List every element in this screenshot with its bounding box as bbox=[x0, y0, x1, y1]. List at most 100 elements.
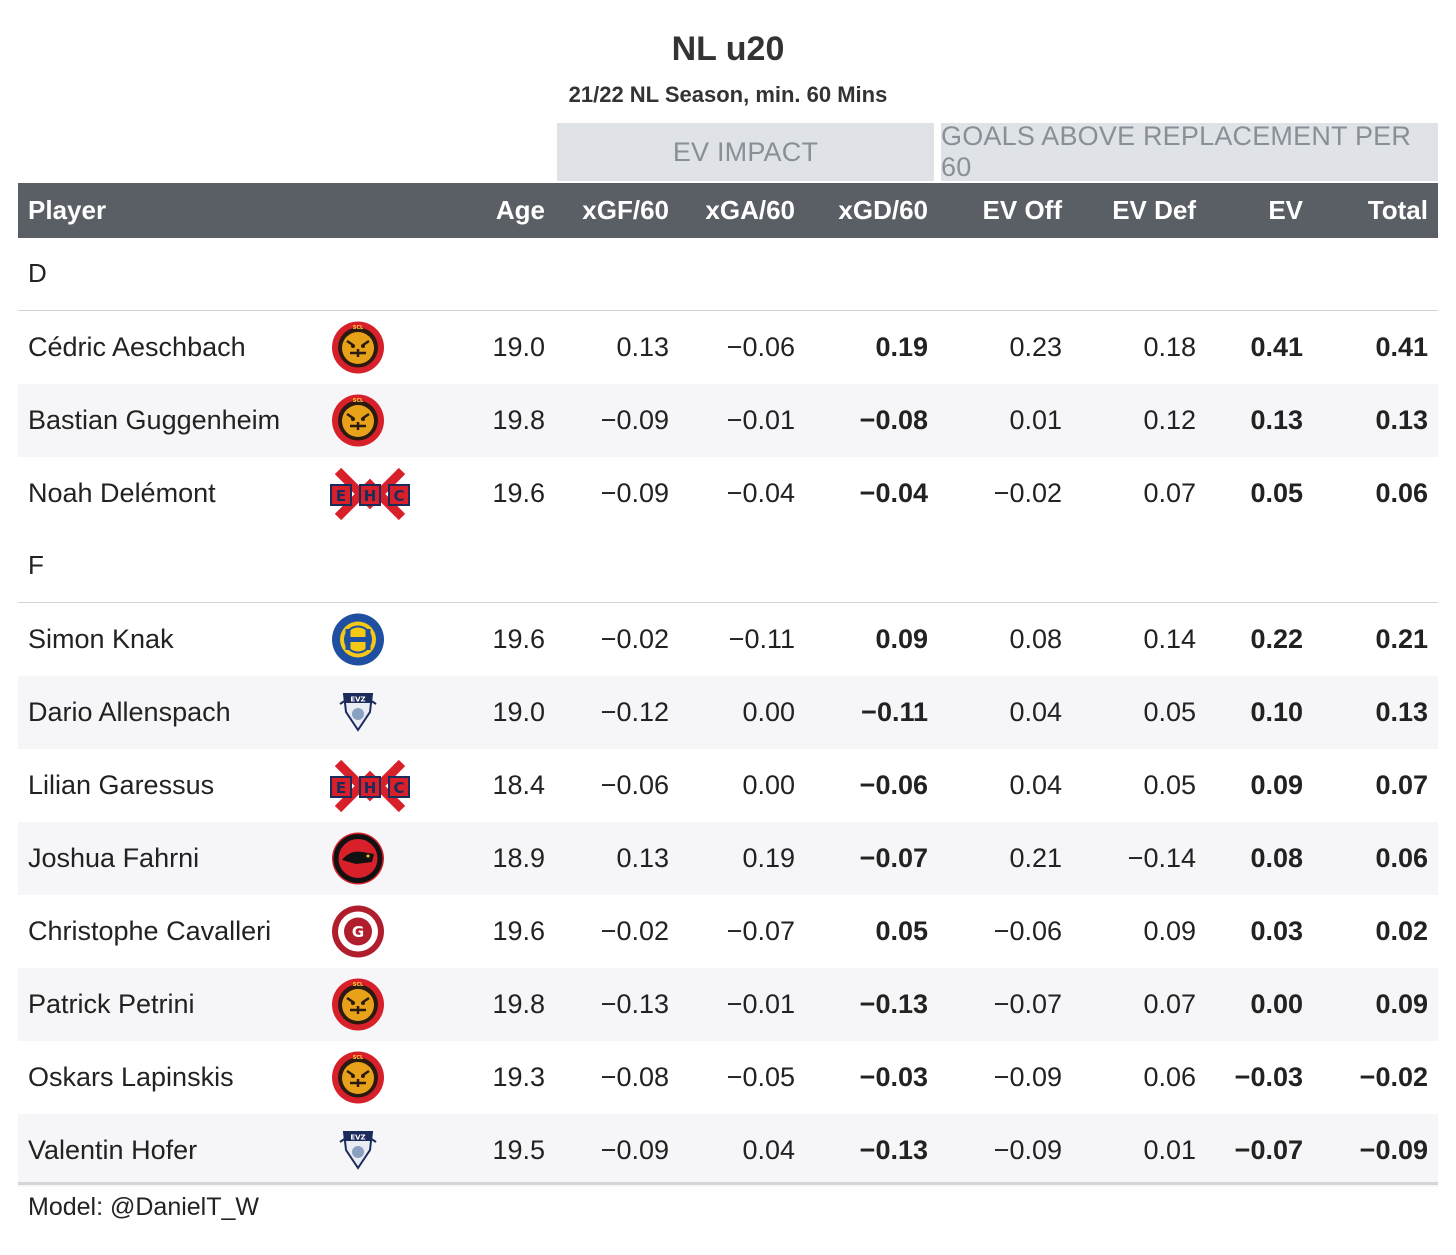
xgf-cell: −0.09 bbox=[600, 1135, 669, 1165]
ev-cell: 0.13 bbox=[1250, 405, 1303, 435]
svg-text:G: G bbox=[352, 923, 364, 941]
ev-off-cell: 0.01 bbox=[1009, 405, 1062, 435]
xgd-cell: −0.11 bbox=[861, 697, 928, 727]
xga-cell: −0.01 bbox=[726, 405, 795, 435]
total-cell: 0.13 bbox=[1375, 405, 1428, 435]
xgd-cell: −0.03 bbox=[859, 1062, 928, 1092]
ev-cell: 0.41 bbox=[1250, 332, 1303, 362]
table-row: Lilian Garessus E H C 18.4 −0.06 0.00 −0.06 0.04… bbox=[18, 749, 1438, 822]
age-cell: 19.6 bbox=[492, 916, 545, 946]
svg-text:EVZ: EVZ bbox=[350, 696, 365, 704]
xgd-cell: −0.13 bbox=[859, 1135, 928, 1165]
xga-cell: −0.01 bbox=[726, 989, 795, 1019]
xgf-cell: −0.06 bbox=[600, 770, 669, 800]
svg-text:H: H bbox=[364, 779, 377, 797]
player-name-cell: Dario Allenspach bbox=[28, 697, 231, 727]
table-row: Simon Knak 19.6 −0.02 −0.11 0.09 0.08 0.14 0.22… bbox=[18, 603, 1438, 676]
ev-off-cell: −0.09 bbox=[993, 1062, 1062, 1092]
ev-cell: 0.10 bbox=[1250, 697, 1303, 727]
ev-off-cell: 0.21 bbox=[1009, 843, 1062, 873]
scl-tigers-logo-icon: SCL bbox=[330, 319, 410, 376]
ev-def-cell: 0.12 bbox=[1143, 405, 1196, 435]
xgd-cell: 0.09 bbox=[875, 624, 928, 654]
col-header-ev-off: EV Off bbox=[982, 195, 1062, 225]
col-header-ev: EV bbox=[1268, 195, 1303, 225]
total-cell: 0.07 bbox=[1375, 770, 1428, 800]
player-name-cell: Patrick Petrini bbox=[28, 989, 195, 1019]
scb-logo-icon bbox=[330, 830, 410, 887]
xga-cell: −0.11 bbox=[728, 624, 795, 654]
xgf-cell: 0.13 bbox=[616, 843, 669, 873]
ev-cell: 0.03 bbox=[1250, 916, 1303, 946]
player-name-cell: Valentin Hofer bbox=[28, 1135, 198, 1165]
table-row: Noah Delémont E H C 19.6 −0.09 −0.04 −0.04 −0.02… bbox=[18, 457, 1438, 530]
age-cell: 19.6 bbox=[492, 624, 545, 654]
age-cell: 19.8 bbox=[492, 989, 545, 1019]
ev-cell: −0.07 bbox=[1234, 1135, 1303, 1165]
player-name-cell: Bastian Guggenheim bbox=[28, 405, 281, 435]
column-header-row: Player Age xGF/60 xGA/60 xGD/60 EV Off E… bbox=[18, 183, 1438, 238]
svg-text:E: E bbox=[336, 487, 346, 505]
ev-off-cell: −0.06 bbox=[993, 916, 1062, 946]
geneve-servette-logo-icon: G bbox=[330, 903, 410, 960]
ev-def-cell: 0.14 bbox=[1143, 624, 1196, 654]
xga-cell: 0.00 bbox=[742, 770, 795, 800]
xgf-cell: −0.13 bbox=[600, 989, 669, 1019]
ev-def-cell: 0.05 bbox=[1143, 770, 1196, 800]
svg-text:SCL: SCL bbox=[353, 325, 364, 331]
ev-off-cell: 0.04 bbox=[1009, 770, 1062, 800]
xgd-cell: −0.04 bbox=[859, 478, 928, 508]
xgf-cell: −0.08 bbox=[600, 1062, 669, 1092]
col-header-age: Age bbox=[495, 195, 545, 225]
svg-text:H: H bbox=[364, 487, 377, 505]
svg-text:E: E bbox=[336, 779, 346, 797]
col-header-ev-def: EV Def bbox=[1112, 195, 1196, 225]
ev-cell: −0.03 bbox=[1234, 1062, 1303, 1092]
ev-off-cell: 0.08 bbox=[1009, 624, 1062, 654]
ev-def-cell: 0.05 bbox=[1143, 697, 1196, 727]
xgd-cell: −0.13 bbox=[859, 989, 928, 1019]
ev-cell: 0.22 bbox=[1250, 624, 1303, 654]
xgf-cell: 0.13 bbox=[616, 332, 669, 362]
age-cell: 19.5 bbox=[492, 1135, 545, 1165]
xgf-cell: −0.09 bbox=[600, 478, 669, 508]
ev-off-cell: −0.02 bbox=[993, 478, 1062, 508]
xgd-cell: −0.08 bbox=[859, 405, 928, 435]
col-header-xga: xGA/60 bbox=[705, 195, 795, 225]
footer-credit: Model: @DanielT_W bbox=[28, 1193, 260, 1221]
group-label: F bbox=[28, 550, 44, 580]
chart-title: NL u20 bbox=[671, 30, 785, 68]
xgf-cell: −0.02 bbox=[600, 916, 669, 946]
ev-def-cell: −0.14 bbox=[1127, 843, 1196, 873]
table-row: Oskars Lapinskis SCL 19.3 −0.08 −0.05 −0.03 −0… bbox=[18, 1041, 1438, 1114]
ev-def-cell: 0.18 bbox=[1143, 332, 1196, 362]
ev-cell: 0.08 bbox=[1250, 843, 1303, 873]
xgd-cell: 0.05 bbox=[875, 916, 928, 946]
player-name-cell: Joshua Fahrni bbox=[28, 843, 200, 873]
scl-tigers-logo-icon: SCL bbox=[330, 392, 410, 449]
player-name-cell: Lilian Garessus bbox=[28, 770, 215, 800]
xgd-cell: 0.19 bbox=[875, 332, 928, 362]
xgd-cell: −0.06 bbox=[859, 770, 928, 800]
age-cell: 18.9 bbox=[492, 843, 545, 873]
evz-logo-icon: EVZ bbox=[330, 684, 410, 741]
spanner-ev-impact: EV IMPACT bbox=[557, 123, 934, 181]
ev-def-cell: 0.01 bbox=[1143, 1135, 1196, 1165]
scl-tigers-logo-icon: SCL bbox=[330, 1049, 410, 1106]
svg-text:C: C bbox=[393, 487, 404, 505]
ev-def-cell: 0.09 bbox=[1143, 916, 1196, 946]
col-header-total: Total bbox=[1367, 195, 1428, 225]
svg-text:SCL: SCL bbox=[353, 398, 364, 404]
total-cell: 0.02 bbox=[1375, 916, 1428, 946]
svg-text:C: C bbox=[393, 779, 404, 797]
total-cell: 0.21 bbox=[1375, 624, 1428, 654]
player-name-cell: Simon Knak bbox=[28, 624, 174, 654]
player-name-cell: Oskars Lapinskis bbox=[28, 1062, 234, 1092]
ev-cell: 0.05 bbox=[1250, 478, 1303, 508]
evz-logo-icon: EVZ bbox=[330, 1122, 410, 1179]
xga-cell: −0.04 bbox=[726, 478, 795, 508]
spanner-gar: GOALS ABOVE REPLACEMENT PER 60 bbox=[941, 121, 1438, 182]
group-label: D bbox=[28, 258, 47, 288]
scl-tigers-logo-icon: SCL bbox=[330, 976, 410, 1033]
